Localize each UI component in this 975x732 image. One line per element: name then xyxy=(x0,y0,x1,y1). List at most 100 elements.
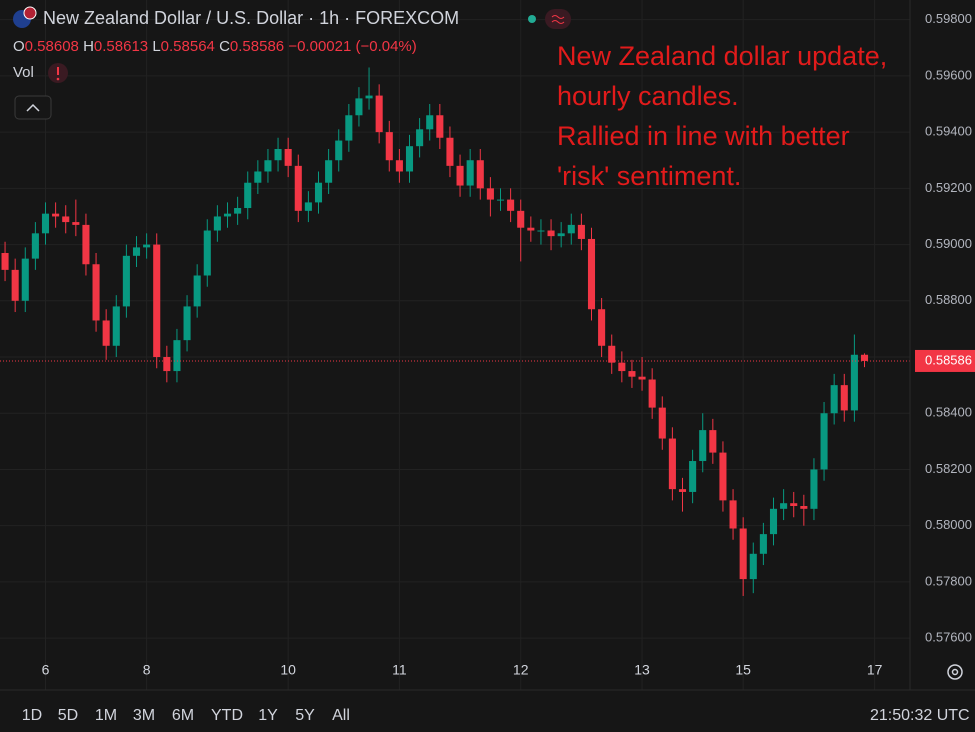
range-button[interactable]: 3M xyxy=(133,707,155,724)
candle-body xyxy=(335,140,343,161)
candle-body xyxy=(213,216,221,231)
candle-body xyxy=(365,95,373,99)
candle-body xyxy=(456,165,464,186)
candle-body xyxy=(719,452,727,501)
ohlc-label: H xyxy=(83,38,94,55)
candle-body xyxy=(112,306,120,346)
candle-body xyxy=(496,199,505,201)
symbol-title: New Zealand Dollar / U.S. Dollar · 1h · … xyxy=(43,8,459,28)
candle-body xyxy=(173,340,181,372)
candle-body xyxy=(749,553,757,580)
candle-body xyxy=(769,508,778,535)
candle-body xyxy=(739,528,747,580)
candle-body xyxy=(850,354,858,411)
candle-body xyxy=(314,182,323,203)
candle-body xyxy=(476,160,484,189)
candle-body xyxy=(840,385,848,411)
candle-body xyxy=(132,247,141,256)
alert-icon[interactable] xyxy=(545,9,571,29)
candle-body xyxy=(102,320,110,346)
annotation-line: 'risk' sentiment. xyxy=(557,161,742,191)
volume-label: Vol xyxy=(13,64,34,81)
y-tick-label: 0.57600 xyxy=(925,630,972,645)
clock: 21:50:32 UTC xyxy=(870,707,970,724)
candle-body xyxy=(274,148,282,161)
candle-body xyxy=(759,534,767,554)
candle-body xyxy=(567,224,575,234)
y-tick-label: 0.59400 xyxy=(925,124,972,139)
candle-body xyxy=(820,413,828,470)
candle-body xyxy=(355,98,363,116)
last-price-tag xyxy=(915,349,975,372)
candle-body xyxy=(385,132,393,161)
x-tick-label: 13 xyxy=(634,662,650,678)
candle-body xyxy=(729,500,737,529)
ohlc-label: C xyxy=(219,38,230,55)
candle-body xyxy=(446,137,454,166)
last-price-label: 0.58586 xyxy=(925,352,972,367)
candle-body xyxy=(678,489,687,492)
y-tick-label: 0.59200 xyxy=(925,180,972,195)
ohlc-label: O xyxy=(13,38,25,55)
range-button[interactable]: 5D xyxy=(58,707,78,724)
y-tick-label: 0.59000 xyxy=(925,236,972,251)
candle-body xyxy=(82,224,90,265)
candle-body xyxy=(830,385,838,414)
range-button[interactable]: All xyxy=(332,707,350,724)
status-dot[interactable] xyxy=(528,15,536,23)
candle-body xyxy=(223,213,232,217)
candle-body xyxy=(426,115,434,130)
candle-body xyxy=(264,160,272,172)
y-tick-label: 0.59800 xyxy=(925,11,972,26)
candle-body xyxy=(577,224,585,239)
candle-body xyxy=(375,95,383,133)
candle-body xyxy=(699,430,707,462)
candle-body xyxy=(41,213,50,234)
vol-warning-dot xyxy=(56,77,60,81)
candle-body xyxy=(92,264,100,321)
annotation-line: hourly candles. xyxy=(557,81,739,111)
candle-body xyxy=(345,115,353,141)
candle-body xyxy=(31,233,39,259)
candle-body xyxy=(517,210,525,228)
collapse-button[interactable] xyxy=(14,95,52,120)
candle-body xyxy=(800,506,808,509)
candle-body xyxy=(668,438,676,490)
candle-body xyxy=(416,129,424,147)
ohlc-value: 0.58608 xyxy=(24,38,79,55)
candle-body xyxy=(143,244,151,248)
candle-body xyxy=(486,188,494,200)
candle-body xyxy=(234,208,242,214)
range-button[interactable]: 5Y xyxy=(295,707,315,724)
range-button[interactable]: 6M xyxy=(172,707,194,724)
ohlc-value: 0.58564 xyxy=(160,38,215,55)
candle-body xyxy=(11,269,19,301)
ohlc-label: L xyxy=(152,38,161,55)
candle-body xyxy=(709,430,717,453)
range-button[interactable]: 1D xyxy=(22,707,42,724)
candle-body xyxy=(780,503,788,509)
alert-symbol xyxy=(551,15,565,24)
candle-body xyxy=(203,230,211,276)
candle-body xyxy=(860,354,869,361)
settings-icon[interactable] xyxy=(947,664,963,680)
y-tick-label: 0.59600 xyxy=(925,67,972,82)
range-button[interactable]: 1Y xyxy=(258,707,278,724)
candle-body xyxy=(72,222,80,225)
candle-body xyxy=(244,182,252,209)
candle-body xyxy=(790,503,798,507)
plot xyxy=(0,67,910,596)
candle-body xyxy=(527,227,535,231)
candle-body xyxy=(193,275,201,307)
candle-body xyxy=(466,160,474,186)
range-button[interactable]: YTD xyxy=(211,707,243,724)
candle-body xyxy=(810,469,818,509)
candle-body xyxy=(436,115,444,138)
range-button[interactable]: 1M xyxy=(95,707,117,724)
candle-body xyxy=(405,146,414,172)
candle-body xyxy=(658,407,666,439)
candle-body xyxy=(21,258,29,301)
y-tick-label: 0.57800 xyxy=(925,573,972,588)
